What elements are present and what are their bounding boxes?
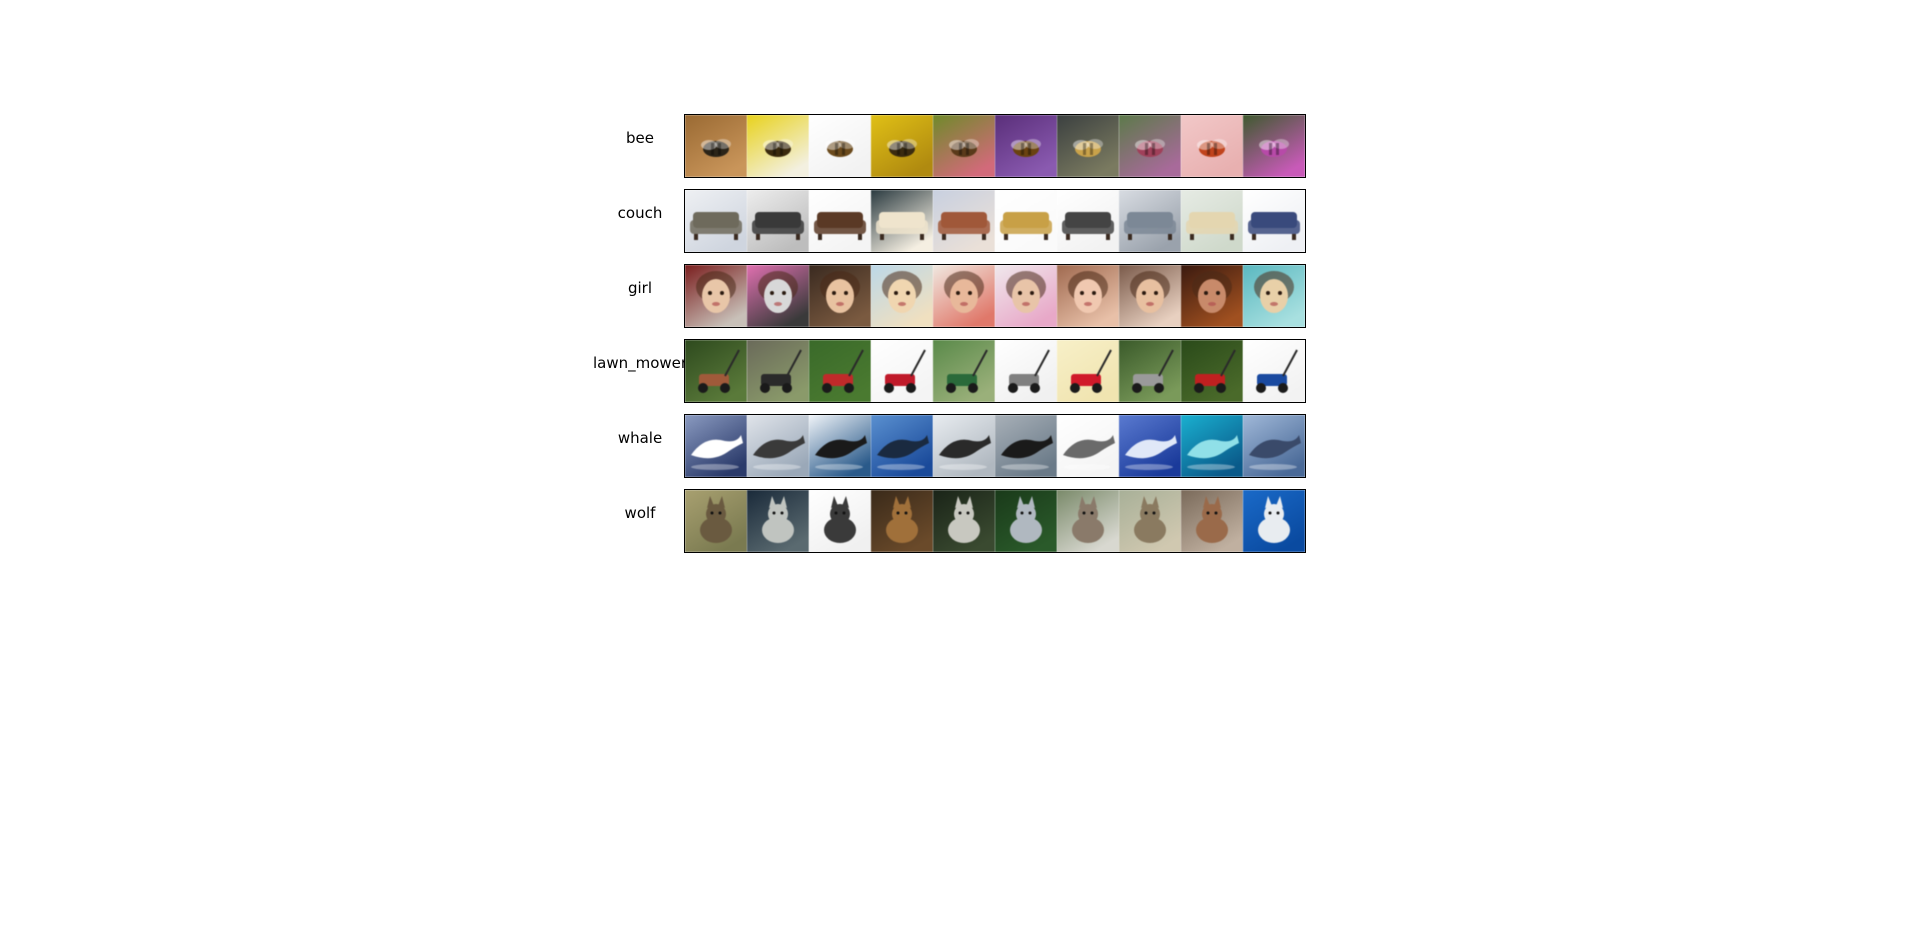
image-row-girl: girl — [0, 264, 1920, 328]
sample-image-wolf — [747, 490, 809, 552]
image-strip — [684, 414, 1306, 478]
row-label: wolf — [624, 504, 656, 522]
image-strip — [684, 489, 1306, 553]
image-row-lawn-mower: lawn_mower — [0, 339, 1920, 403]
sample-image-whale — [933, 415, 995, 477]
image-strip — [684, 264, 1306, 328]
sample-image-couch — [1119, 190, 1181, 252]
sample-image-wolf — [809, 490, 871, 552]
sample-image-bee — [685, 115, 747, 177]
sample-image-couch — [685, 190, 747, 252]
sample-image-bee — [1057, 115, 1119, 177]
sample-image-couch — [747, 190, 809, 252]
sample-image-mower — [995, 340, 1057, 402]
sample-image-face — [747, 265, 809, 327]
sample-image-bee — [747, 115, 809, 177]
sample-image-couch — [809, 190, 871, 252]
sample-image-whale — [685, 415, 747, 477]
sample-image-wolf — [1181, 490, 1243, 552]
sample-image-face — [809, 265, 871, 327]
sample-image-wolf — [685, 490, 747, 552]
sample-image-bee — [1181, 115, 1243, 177]
row-label: girl — [627, 279, 653, 297]
sample-image-bee — [933, 115, 995, 177]
row-label: couch — [617, 204, 663, 222]
image-row-wolf: wolf — [0, 489, 1920, 553]
sample-image-mower — [685, 340, 747, 402]
row-label: lawn_mower — [592, 354, 688, 372]
sample-image-couch — [1243, 190, 1305, 252]
sample-image-whale — [871, 415, 933, 477]
sample-image-mower — [1057, 340, 1119, 402]
sample-image-mower — [871, 340, 933, 402]
sample-image-mower — [1119, 340, 1181, 402]
sample-image-wolf — [1057, 490, 1119, 552]
sample-image-whale — [1057, 415, 1119, 477]
sample-image-mower — [747, 340, 809, 402]
sample-image-whale — [1181, 415, 1243, 477]
sample-image-couch — [1181, 190, 1243, 252]
sample-image-mower — [1181, 340, 1243, 402]
sample-image-wolf — [1119, 490, 1181, 552]
sample-image-face — [1243, 265, 1305, 327]
sample-image-whale — [995, 415, 1057, 477]
row-label: bee — [626, 129, 654, 147]
sample-image-mower — [1243, 340, 1305, 402]
sample-image-mower — [933, 340, 995, 402]
image-strip — [684, 339, 1306, 403]
sample-image-face — [1119, 265, 1181, 327]
sample-image-whale — [1243, 415, 1305, 477]
sample-image-wolf — [871, 490, 933, 552]
image-row-whale: whale — [0, 414, 1920, 478]
sample-image-bee — [995, 115, 1057, 177]
sample-image-face — [1181, 265, 1243, 327]
sample-image-whale — [1119, 415, 1181, 477]
image-strip — [684, 114, 1306, 178]
sample-image-face — [685, 265, 747, 327]
sample-image-bee — [1119, 115, 1181, 177]
sample-image-face — [933, 265, 995, 327]
image-row-couch: couch — [0, 189, 1920, 253]
sample-image-couch — [995, 190, 1057, 252]
sample-image-wolf — [995, 490, 1057, 552]
sample-image-couch — [933, 190, 995, 252]
sample-image-face — [995, 265, 1057, 327]
row-label: whale — [617, 429, 663, 447]
sample-image-face — [871, 265, 933, 327]
image-strip — [684, 189, 1306, 253]
sample-image-bee — [809, 115, 871, 177]
sample-image-mower — [809, 340, 871, 402]
sample-image-bee — [871, 115, 933, 177]
sample-image-whale — [809, 415, 871, 477]
image-row-bee: bee — [0, 114, 1920, 178]
sample-image-face — [1057, 265, 1119, 327]
sample-image-wolf — [933, 490, 995, 552]
sample-image-bee — [1243, 115, 1305, 177]
sample-image-whale — [747, 415, 809, 477]
sample-image-wolf — [1243, 490, 1305, 552]
sample-image-couch — [871, 190, 933, 252]
sample-image-couch — [1057, 190, 1119, 252]
